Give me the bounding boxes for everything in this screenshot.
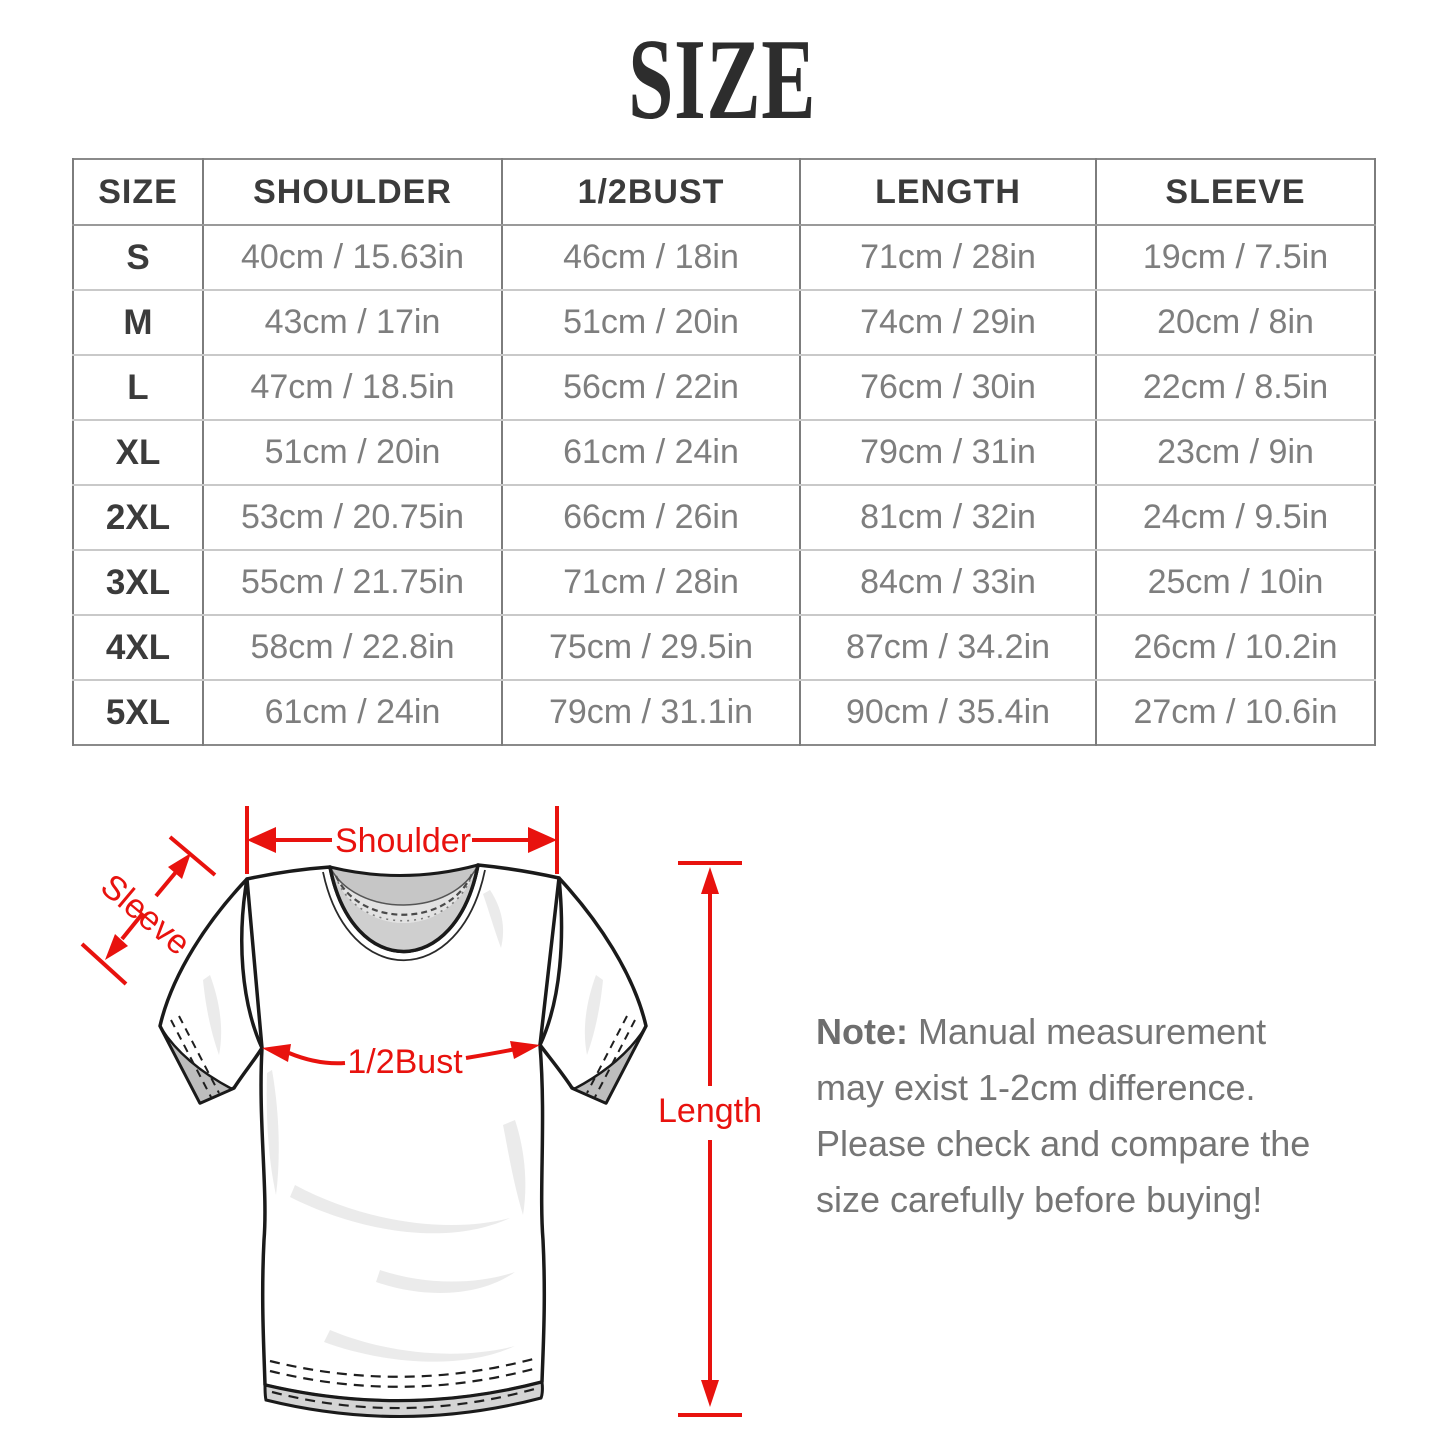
cell-sleeve: 23cm / 9in (1095, 420, 1376, 486)
page-title: SIZE (628, 16, 817, 144)
cell-bust: 61cm / 24in (501, 420, 801, 486)
cell-size: 2XL (72, 485, 204, 551)
length-label: Length (658, 1092, 762, 1130)
tshirt-measurement-diagram: Shoulder Sleeve 1/2Bust (60, 790, 800, 1445)
cell-size: S (72, 225, 204, 291)
cell-shoulder: 47cm / 18.5in (202, 355, 503, 421)
measurement-note: Note: Manual measurement may exist 1-2cm… (816, 1004, 1336, 1228)
shoulder-dimension: Shoulder (245, 806, 559, 874)
cell-size: L (72, 355, 204, 421)
header-size: SIZE (72, 159, 204, 226)
table-row: 2XL 53cm / 20.75in 66cm / 26in 81cm / 32… (72, 485, 1376, 551)
cell-shoulder: 53cm / 20.75in (202, 485, 503, 551)
cell-length: 71cm / 28in (799, 225, 1097, 291)
cell-sleeve: 26cm / 10.2in (1095, 615, 1376, 681)
cell-bust: 71cm / 28in (501, 550, 801, 616)
cell-length: 84cm / 33in (799, 550, 1097, 616)
tshirt-illustration (158, 863, 648, 1418)
cell-size: XL (72, 420, 204, 486)
cell-sleeve: 22cm / 8.5in (1095, 355, 1376, 421)
cell-sleeve: 20cm / 8in (1095, 290, 1376, 356)
cell-sleeve: 19cm / 7.5in (1095, 225, 1376, 291)
table-row: 3XL 55cm / 21.75in 71cm / 28in 84cm / 33… (72, 550, 1376, 616)
shoulder-label: Shoulder (335, 822, 471, 860)
header-bust: 1/2BUST (501, 159, 801, 226)
cell-size: 4XL (72, 615, 204, 681)
bust-label: 1/2Bust (347, 1043, 463, 1081)
table-row: 5XL 61cm / 24in 79cm / 31.1in 90cm / 35.… (72, 680, 1376, 745)
cell-length: 87cm / 34.2in (799, 615, 1097, 681)
cell-shoulder: 51cm / 20in (202, 420, 503, 486)
cell-size: M (72, 290, 204, 356)
cell-bust: 66cm / 26in (501, 485, 801, 551)
table-row: L 47cm / 18.5in 56cm / 22in 76cm / 30in … (72, 355, 1376, 421)
cell-length: 74cm / 29in (799, 290, 1097, 356)
cell-length: 76cm / 30in (799, 355, 1097, 421)
header-shoulder: SHOULDER (202, 159, 503, 226)
note-text: Manual measurement may exist 1-2cm diffe… (816, 1011, 1311, 1220)
header-sleeve: SLEEVE (1095, 159, 1376, 226)
bust-dimension: 1/2Bust (262, 1041, 540, 1081)
cell-sleeve: 27cm / 10.6in (1095, 680, 1376, 745)
cell-bust: 56cm / 22in (501, 355, 801, 421)
table-row: 4XL 58cm / 22.8in 75cm / 29.5in 87cm / 3… (72, 615, 1376, 681)
table-header-row: SIZE SHOULDER 1/2BUST LENGTH SLEEVE (72, 159, 1376, 226)
cell-bust: 75cm / 29.5in (501, 615, 801, 681)
cell-length: 90cm / 35.4in (799, 680, 1097, 745)
cell-sleeve: 24cm / 9.5in (1095, 485, 1376, 551)
cell-shoulder: 40cm / 15.63in (202, 225, 503, 291)
cell-bust: 46cm / 18in (501, 225, 801, 291)
header-length: LENGTH (799, 159, 1097, 226)
table-row: XL 51cm / 20in 61cm / 24in 79cm / 31in 2… (72, 420, 1376, 486)
cell-length: 81cm / 32in (799, 485, 1097, 551)
cell-bust: 79cm / 31.1in (501, 680, 801, 745)
page-title-wrap: SIZE (0, 22, 1445, 138)
sleeve-label: Sleeve (93, 867, 197, 963)
note-label: Note: (816, 1011, 908, 1052)
cell-bust: 51cm / 20in (501, 290, 801, 356)
cell-shoulder: 43cm / 17in (202, 290, 503, 356)
table-row: M 43cm / 17in 51cm / 20in 74cm / 29in 20… (72, 290, 1376, 356)
cell-shoulder: 61cm / 24in (202, 680, 503, 745)
table-row: S 40cm / 15.63in 46cm / 18in 71cm / 28in… (72, 225, 1376, 291)
cell-shoulder: 55cm / 21.75in (202, 550, 503, 616)
cell-size: 3XL (72, 550, 204, 616)
length-dimension: Length (658, 861, 762, 1417)
cell-size: 5XL (72, 680, 204, 745)
cell-shoulder: 58cm / 22.8in (202, 615, 503, 681)
cell-sleeve: 25cm / 10in (1095, 550, 1376, 616)
size-table: SIZE SHOULDER 1/2BUST LENGTH SLEEVE S 40… (72, 158, 1376, 746)
cell-length: 79cm / 31in (799, 420, 1097, 486)
